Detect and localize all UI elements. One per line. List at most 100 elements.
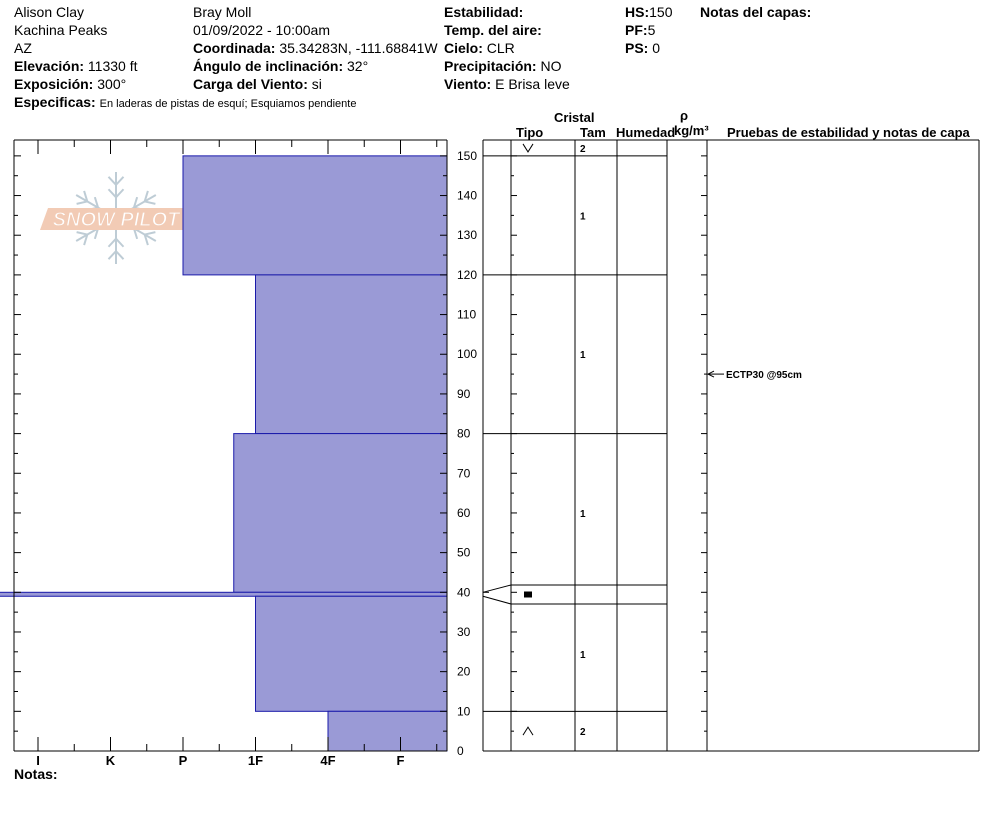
x-category-label: I (36, 753, 40, 768)
hardness-bar (255, 595, 448, 712)
hs-value: 150 (649, 4, 673, 20)
wind-label: Viento: (444, 76, 492, 92)
hardness-bar (0, 591, 448, 597)
flake-branch (107, 188, 117, 198)
flake-branch (115, 188, 125, 198)
faceted-icon (522, 726, 534, 736)
flake-branch (107, 238, 117, 248)
precip-value: NO (540, 58, 562, 74)
y-tick-label: 0 (457, 744, 464, 758)
flake-branch (115, 250, 125, 260)
density-unit: kg/m³ (674, 123, 709, 138)
y-tick-label: 140 (457, 189, 477, 203)
specifics-label: Especificas: (14, 94, 96, 110)
hardness-bar (255, 274, 448, 435)
y-tick-label: 110 (457, 308, 476, 322)
air-temp-label: Temp. del aire: (444, 22, 542, 38)
wind-row: Viento: E Brisa leve (444, 76, 570, 93)
flake-branch (143, 234, 149, 246)
surface-hoar-icon (522, 143, 534, 153)
type-header: Tipo (516, 125, 544, 140)
flake-branch (143, 190, 149, 202)
flake-branch (115, 238, 125, 248)
y-tick-label: 10 (457, 704, 471, 718)
y-tick-label: 20 (457, 665, 471, 679)
slope-label: Ángulo de inclinación: (193, 58, 344, 74)
y-tick-label: 60 (457, 506, 471, 520)
stability-label: Estabilidad: (444, 4, 524, 20)
hs-row: HS:150 (625, 4, 672, 21)
flake-branch (93, 196, 100, 208)
hardness-bar (182, 155, 448, 276)
flake-branch (132, 228, 139, 240)
pit-name: Bray Moll (193, 4, 252, 20)
elevation-row: Elevación: 11330 ft (14, 58, 137, 75)
specifics-row: Especificas: En laderas de pistas de esq… (14, 94, 356, 113)
coordinate-value: 35.34283N, -111.68841W (279, 40, 438, 56)
size-header: Tam (580, 125, 606, 140)
pf-value: 5 (647, 22, 656, 38)
y-tick-label: 40 (457, 585, 471, 599)
hardness-bar (327, 710, 448, 752)
snow-pilot-logo: SNOW PILOT (40, 172, 194, 264)
sky-row: Cielo: CLR (444, 40, 515, 57)
flake-branch (76, 200, 88, 205)
x-category-label: 1F (248, 753, 263, 768)
ice-connector (482, 595, 512, 605)
grain-size-label: 1 (580, 350, 586, 361)
elevation-label: Elevación: (14, 58, 85, 74)
stability-test-label: ECTP30 @95cm (726, 370, 802, 381)
grain-size-label: 1 (580, 509, 586, 520)
exposure-row: Exposición: 300° (14, 76, 126, 93)
flake-branch (83, 234, 89, 246)
precip-row: Precipitación: NO (444, 58, 561, 75)
crystal-header: Cristal (554, 110, 595, 125)
exposure-label: Exposición: (14, 76, 94, 92)
y-tick-label: 70 (457, 466, 471, 480)
ps-label: PS: (625, 40, 649, 56)
elevation-value: 11330 ft (87, 58, 138, 74)
logo-text: SNOW PILOT (53, 209, 181, 231)
logo-band (40, 208, 194, 230)
wind-load-label: Carga del Viento: (193, 76, 308, 92)
x-category-label: F (397, 753, 405, 768)
flake-branch (107, 176, 117, 186)
coordinate-label: Coordinada: (193, 40, 276, 56)
observer-name: Alison Clay (14, 4, 85, 20)
y-tick-label: 30 (457, 625, 471, 639)
sky-label: Cielo: (444, 40, 483, 56)
arrow-head-icon (706, 370, 715, 378)
slope-value: 32° (347, 58, 369, 74)
flake-branch (76, 231, 88, 236)
precip-label: Precipitación: (444, 58, 537, 74)
flake-branch (107, 250, 117, 260)
grain-size-label: 2 (580, 727, 586, 738)
wind-load-row: Carga del Viento: si (193, 76, 322, 93)
ps-value: 0 (652, 40, 661, 56)
y-tick-label: 120 (457, 268, 477, 282)
notes-label: Notas: (14, 766, 58, 782)
slope-row: Ángulo de inclinación: 32° (193, 58, 368, 75)
pf-label: PF: (625, 22, 648, 38)
pf-row: PF:5 (625, 22, 655, 39)
ps-row: PS: 0 (625, 40, 660, 57)
y-tick-label: 80 (457, 427, 471, 441)
flake-branch (132, 196, 139, 208)
flake-branch (144, 231, 156, 236)
hs-label: HS: (625, 4, 650, 20)
stability-tests-header: Pruebas de estabilidad y notas de capa (727, 125, 970, 140)
specifics-value: En laderas de pistas de esquí; Esquiamos… (99, 98, 357, 110)
y-tick-label: 100 (457, 347, 477, 361)
x-category-label: K (106, 753, 116, 768)
ice-layer-icon (524, 591, 532, 598)
hardness-bar (233, 433, 448, 593)
y-tick-label: 90 (457, 387, 471, 401)
grain-size-label: 2 (580, 144, 586, 155)
x-category-label: 4F (320, 753, 335, 768)
grain-size-label: 1 (580, 650, 586, 661)
density-symbol: ρ (680, 108, 689, 123)
sky-value: CLR (486, 40, 515, 56)
location-name: Kachina Peaks (14, 22, 108, 38)
layer-notes-label: Notas del capas: (700, 4, 812, 20)
